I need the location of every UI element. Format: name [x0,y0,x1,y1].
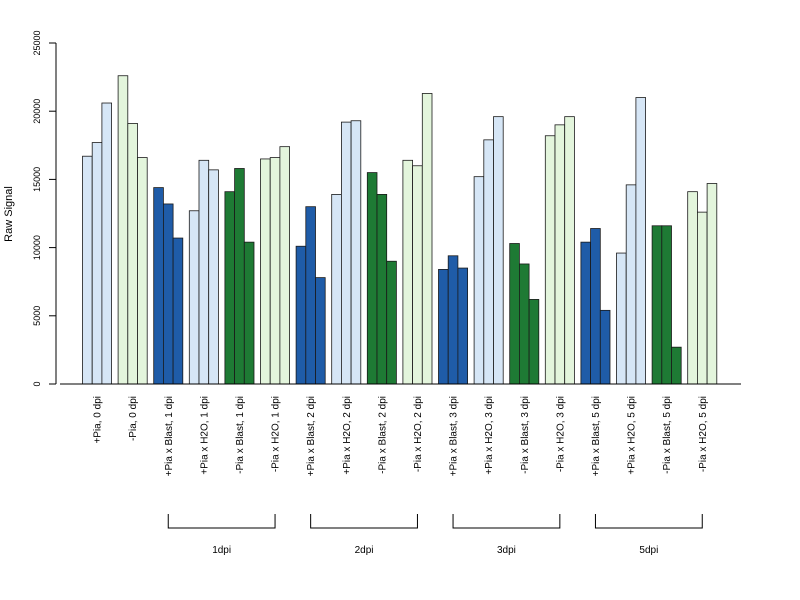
category-label: -Pia, 0 dpi [128,396,139,441]
bar [438,269,449,385]
bar [188,210,200,385]
bar [91,142,103,385]
bar [421,93,433,385]
category-label: +Pia, 0 dpi [93,396,104,444]
bar [366,172,378,385]
y-tick-label: 25000 [32,30,42,55]
bar [412,165,423,385]
bar [706,183,718,385]
bar [198,159,210,385]
category-label: +Pia x H2O, 1 dpi [199,396,210,475]
bar [162,203,174,385]
bar [172,237,184,385]
bar [580,241,592,385]
group-bracket [310,514,418,529]
bar [544,135,556,385]
bar [493,116,504,385]
bar [564,116,575,385]
bar [599,309,611,385]
category-label: +Pia x Blast, 5 dpi [591,396,602,476]
bar [331,194,342,385]
bar [590,228,601,385]
bar [661,225,672,385]
bar [137,157,148,385]
bar [208,169,219,385]
bar [554,124,566,385]
bar [243,241,255,385]
bar [234,168,245,385]
group-bracket [167,514,276,529]
bar [635,97,647,385]
group-bracket [594,514,703,529]
y-axis-title: Raw Signal [3,186,15,242]
bar [447,255,459,385]
bar [279,146,290,385]
bar [82,155,93,385]
category-label: +Pia x Blast, 1 dpi [164,396,175,476]
bar [528,299,540,385]
bar [117,75,129,385]
bar [473,176,485,385]
bar [127,123,138,385]
bar [340,121,352,385]
bar [697,211,708,385]
category-label: -Pia x H2O, 2 dpi [413,396,424,472]
group-label: 5dpi [639,545,658,556]
category-label: -Pia x H2O, 3 dpi [555,396,566,472]
y-tick-label: 0 [32,381,42,386]
bar [671,346,682,385]
category-label: -Pia x Blast, 2 dpi [377,396,388,474]
group-label: 2dpi [355,545,374,556]
y-axis: 0 5000 10000 15000 20000 25000 [32,30,57,387]
bar [101,102,113,385]
bar [483,139,494,385]
bar [687,191,698,385]
bar [519,263,530,385]
y-tick-label: 15000 [32,167,42,192]
y-tick-label: 10000 [32,235,42,260]
bar [153,187,164,385]
bars [82,75,718,385]
bar [260,158,271,385]
category-label: +Pia x H2O, 3 dpi [484,396,495,475]
bar [269,157,281,385]
category-label: -Pia x Blast, 3 dpi [520,396,531,474]
bar [376,194,388,385]
bar [625,184,637,385]
category-label: -Pia x Blast, 1 dpi [235,396,246,474]
bar [457,267,468,385]
category-labels: +Pia, 0 dpi -Pia, 0 dpi +Pia x Blast, 1 dp… [93,396,709,476]
bar [224,191,235,385]
y-tick-label: 20000 [32,99,42,124]
y-tick-label: 5000 [32,306,42,326]
category-label: +Pia x Blast, 2 dpi [306,396,317,476]
group-brackets: 1dpi 2dpi 3dpi 5dpi [167,514,703,556]
group-label: 3dpi [497,545,516,556]
bar [315,277,326,385]
group-bracket [452,514,561,529]
category-label: -Pia x H2O, 5 dpi [698,396,709,472]
bar [509,243,520,385]
group-label: 1dpi [212,545,231,556]
category-label: +Pia x H2O, 2 dpi [342,396,353,475]
category-label: -Pia x Blast, 5 dpi [662,396,673,474]
bar [350,120,362,385]
bar [305,206,316,385]
category-label: +Pia x H2O, 5 dpi [627,396,638,475]
category-label: +Pia x Blast, 3 dpi [449,396,460,476]
bar [402,159,413,385]
category-label: -Pia x H2O, 1 dpi [271,396,282,472]
bar [616,252,627,385]
bar [651,225,663,385]
bar [386,260,397,385]
bar [295,245,307,385]
